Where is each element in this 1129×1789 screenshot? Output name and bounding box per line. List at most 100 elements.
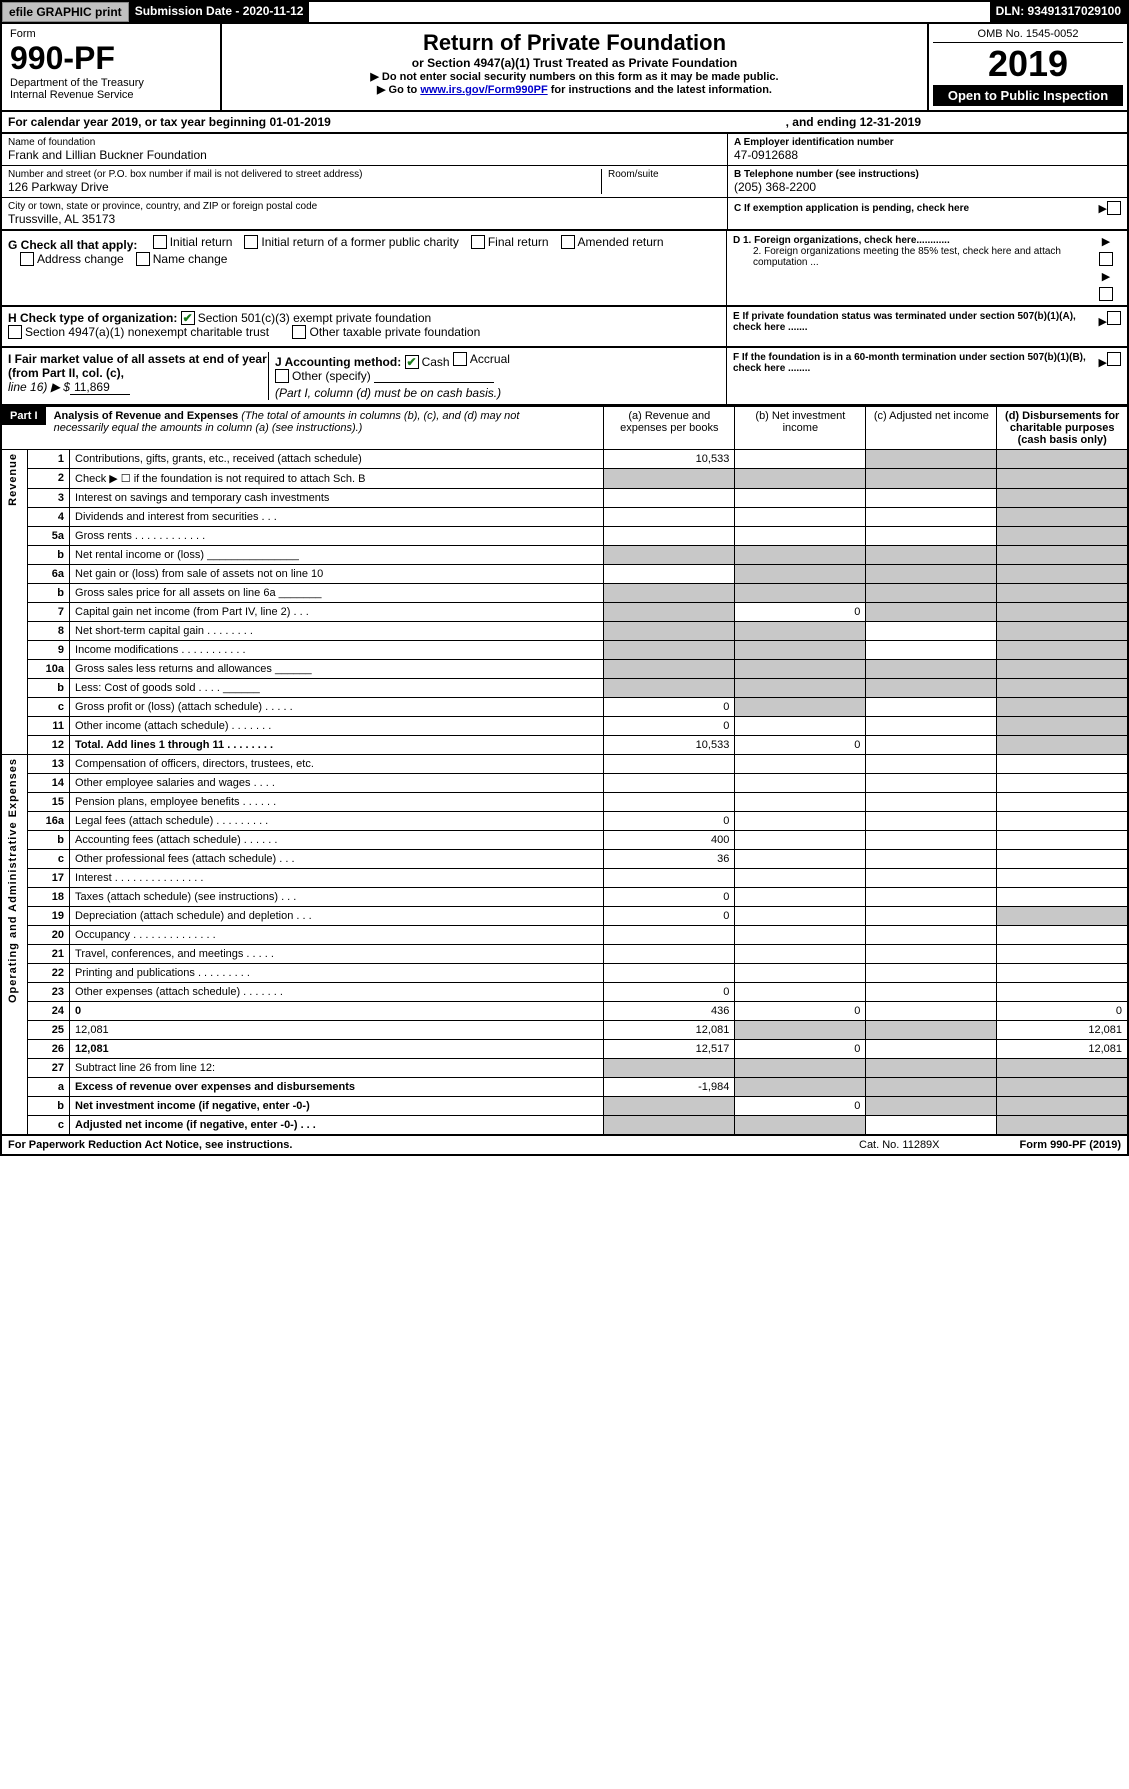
d2-label: 2. Foreign organizations meeting the 85%… — [733, 246, 1091, 268]
j-other-checkbox[interactable] — [275, 369, 289, 383]
table-row: 16aLegal fees (attach schedule) . . . . … — [1, 812, 1128, 831]
c-label: C If exemption application is pending, c… — [734, 203, 1099, 214]
header-left: Form 990-PF Department of the Treasury I… — [2, 24, 222, 110]
j-cash-checkbox[interactable] — [405, 355, 419, 369]
table-row: 4Dividends and interest from securities … — [1, 508, 1128, 527]
part1-header-row: Part I Analysis of Revenue and Expenses … — [1, 407, 1128, 450]
arrow-icon: ▶ — [1099, 202, 1107, 215]
page-footer: For Paperwork Reduction Act Notice, see … — [0, 1136, 1129, 1156]
table-row: 20Occupancy . . . . . . . . . . . . . . — [1, 926, 1128, 945]
form-subtitle: or Section 4947(a)(1) Trust Treated as P… — [228, 56, 921, 70]
h-501c3-checkbox[interactable] — [181, 311, 195, 325]
room-label: Room/suite — [608, 169, 721, 180]
g-checkbox[interactable] — [561, 235, 575, 249]
footer-right: Form 990-PF (2019) — [1020, 1139, 1121, 1151]
g-option: Address change — [20, 252, 124, 266]
h-4947-checkbox[interactable] — [8, 325, 22, 339]
table-row: bAccounting fees (attach schedule) . . .… — [1, 831, 1128, 850]
instruction-1: ▶ Do not enter social security numbers o… — [228, 70, 921, 83]
g-option: Initial return of a former public charit… — [244, 235, 458, 249]
f-section: F If the foundation is in a 60-month ter… — [727, 348, 1127, 404]
omb-number: OMB No. 1545-0052 — [933, 28, 1123, 43]
section-label: Operating and Administrative Expenses — [1, 755, 27, 1136]
open-inspection: Open to Public Inspection — [933, 85, 1123, 106]
g-section: G Check all that apply: Initial returnIn… — [2, 231, 727, 305]
table-row: 2612,08112,517012,081 — [1, 1040, 1128, 1059]
ein-label: A Employer identification number — [734, 137, 1121, 148]
j-accrual-checkbox[interactable] — [453, 352, 467, 366]
table-row: 17Interest . . . . . . . . . . . . . . . — [1, 869, 1128, 888]
submission-date: Submission Date - 2020-11-12 — [129, 2, 310, 22]
g-option: Name change — [136, 252, 228, 266]
section-h-e: H Check type of organization: Section 50… — [0, 307, 1129, 348]
g-checkbox[interactable] — [244, 235, 258, 249]
d2-checkbox[interactable] — [1099, 287, 1113, 301]
table-row: 21Travel, conferences, and meetings . . … — [1, 945, 1128, 964]
table-row: 23Other expenses (attach schedule) . . .… — [1, 983, 1128, 1002]
table-row: bGross sales price for all assets on lin… — [1, 584, 1128, 603]
i-label: I Fair market value of all assets at end… — [8, 352, 267, 380]
section-g-d: G Check all that apply: Initial returnIn… — [0, 231, 1129, 307]
table-row: bNet investment income (if negative, ent… — [1, 1097, 1128, 1116]
dln: DLN: 93491317029100 — [990, 2, 1127, 22]
section-i-j-f: I Fair market value of all assets at end… — [0, 348, 1129, 406]
d1-checkbox[interactable] — [1099, 252, 1113, 266]
city-row: City or town, state or province, country… — [2, 198, 727, 229]
irs-label: Internal Revenue Service — [10, 89, 212, 101]
part1-title: Analysis of Revenue and Expenses — [54, 410, 239, 422]
name-row: Name of foundation Frank and Lillian Buc… — [2, 134, 727, 166]
table-row: 12Total. Add lines 1 through 11 . . . . … — [1, 736, 1128, 755]
e-section: E If private foundation status was termi… — [727, 307, 1127, 346]
table-row: 7Capital gain net income (from Part IV, … — [1, 603, 1128, 622]
irs-link[interactable]: www.irs.gov/Form990PF — [420, 84, 547, 96]
table-row: 14Other employee salaries and wages . . … — [1, 774, 1128, 793]
g-checkbox[interactable] — [153, 235, 167, 249]
info-right: A Employer identification number 47-0912… — [727, 134, 1127, 229]
col-b-header: (b) Net investment income — [735, 407, 866, 450]
table-row: 18Taxes (attach schedule) (see instructi… — [1, 888, 1128, 907]
part1-label: Part I — [2, 407, 46, 425]
calendar-year-row: For calendar year 2019, or tax year begi… — [0, 112, 1129, 134]
info-left: Name of foundation Frank and Lillian Buc… — [2, 134, 727, 229]
g-checkbox[interactable] — [136, 252, 150, 266]
efile-button[interactable]: efile GRAPHIC print — [2, 2, 129, 22]
address-row: Number and street (or P.O. box number if… — [2, 166, 727, 198]
g-checkbox[interactable] — [471, 235, 485, 249]
name-label: Name of foundation — [8, 137, 721, 148]
table-row: cOther professional fees (attach schedul… — [1, 850, 1128, 869]
c-checkbox[interactable] — [1107, 201, 1121, 215]
c-row: C If exemption application is pending, c… — [728, 198, 1127, 218]
cal-year-end: , and ending 12-31-2019 — [786, 115, 921, 129]
g-option: Final return — [471, 235, 549, 249]
h-label: H Check type of organization: — [8, 311, 177, 325]
foundation-name: Frank and Lillian Buckner Foundation — [8, 148, 721, 162]
h-other-checkbox[interactable] — [292, 325, 306, 339]
table-row: bNet rental income or (loss) ___________… — [1, 546, 1128, 565]
table-row: 11Other income (attach schedule) . . . .… — [1, 717, 1128, 736]
top-bar: efile GRAPHIC print Submission Date - 20… — [0, 0, 1129, 24]
cal-year-begin: For calendar year 2019, or tax year begi… — [8, 115, 331, 129]
footer-left: For Paperwork Reduction Act Notice, see … — [8, 1139, 292, 1151]
i-value: 11,869 — [70, 380, 130, 395]
j-label: J Accounting method: — [275, 355, 401, 369]
g-label: G Check all that apply: — [8, 238, 137, 252]
e-checkbox[interactable] — [1107, 311, 1121, 325]
phone-row: B Telephone number (see instructions) (2… — [728, 166, 1127, 198]
f-checkbox[interactable] — [1107, 352, 1121, 366]
table-row: 15Pension plans, employee benefits . . .… — [1, 793, 1128, 812]
table-row: 2512,08112,08112,081 — [1, 1021, 1128, 1040]
foundation-city: Trussville, AL 35173 — [8, 212, 721, 226]
g-checkbox[interactable] — [20, 252, 34, 266]
tax-year: 2019 — [933, 43, 1123, 85]
table-row: Operating and Administrative Expenses13C… — [1, 755, 1128, 774]
col-a-header: (a) Revenue and expenses per books — [604, 407, 735, 450]
part1-table: Part I Analysis of Revenue and Expenses … — [0, 406, 1129, 1136]
f-label: F If the foundation is in a 60-month ter… — [733, 352, 1099, 400]
table-row: 22Printing and publications . . . . . . … — [1, 964, 1128, 983]
form-header: Form 990-PF Department of the Treasury I… — [0, 24, 1129, 112]
h-section: H Check type of organization: Section 50… — [2, 307, 727, 346]
e-label: E If private foundation status was termi… — [733, 311, 1099, 342]
phone-label: B Telephone number (see instructions) — [734, 169, 1121, 180]
table-row: 3Interest on savings and temporary cash … — [1, 489, 1128, 508]
table-row: aExcess of revenue over expenses and dis… — [1, 1078, 1128, 1097]
